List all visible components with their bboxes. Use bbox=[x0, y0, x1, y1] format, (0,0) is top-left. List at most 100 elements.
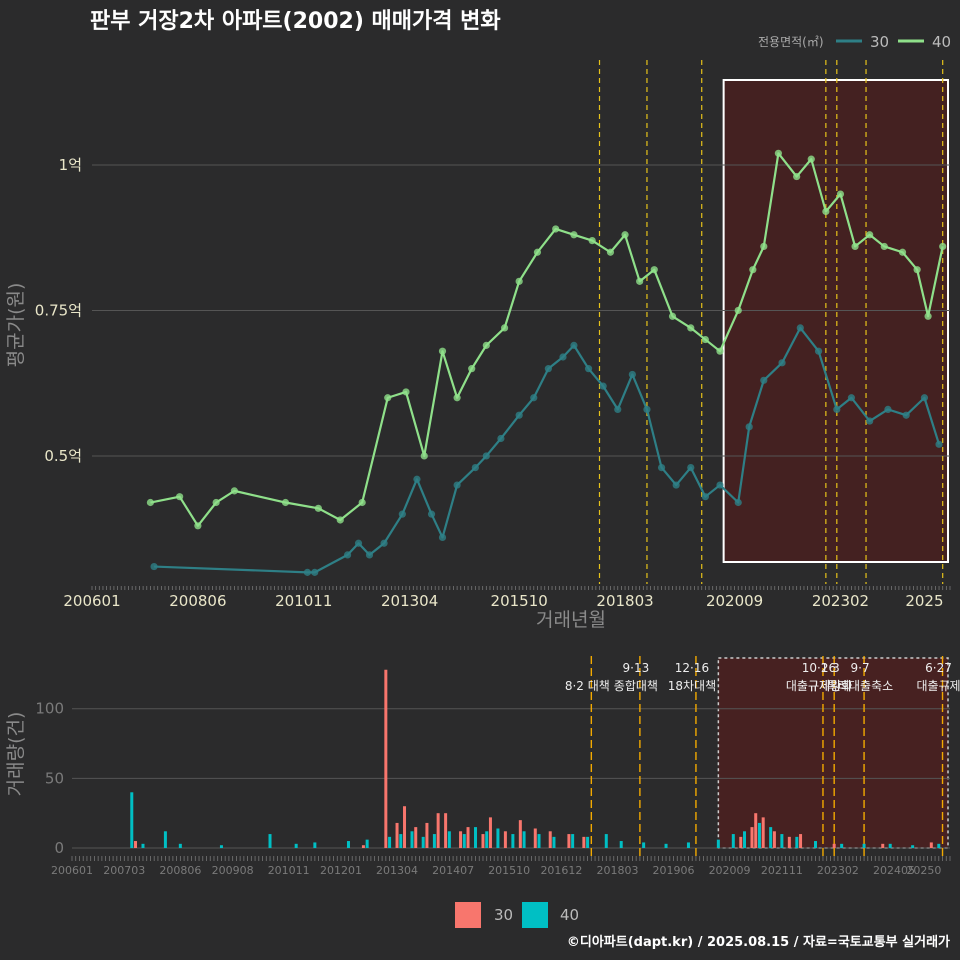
price-chart: 0.5억 0.75억 1억 200601 200806 201011 201304 20151… bbox=[5, 60, 951, 631]
y-axis-title: 평균가(원) bbox=[5, 283, 27, 368]
data-point-30 bbox=[559, 353, 567, 361]
legend-label-40: 40 bbox=[932, 33, 951, 51]
bar-legend-label-40: 40 bbox=[560, 906, 579, 924]
data-point-40 bbox=[606, 248, 615, 256]
volume-bar-40 bbox=[294, 843, 298, 848]
data-point-30 bbox=[438, 533, 447, 542]
bar-legend-label-30: 30 bbox=[494, 906, 513, 924]
volume-bar-40 bbox=[141, 843, 145, 848]
volume-bar-30 bbox=[436, 813, 440, 848]
volume-bar-40 bbox=[664, 843, 668, 848]
volume-bar-30 bbox=[582, 836, 586, 848]
data-point-40 bbox=[420, 452, 428, 460]
volume-bar-30 bbox=[787, 836, 791, 848]
data-point-30 bbox=[482, 452, 490, 460]
volume-y-tick-label: 0 bbox=[54, 839, 64, 857]
volume-x-tick-label: 201510 bbox=[488, 864, 530, 877]
data-point-30 bbox=[701, 493, 709, 501]
volume-bar-40 bbox=[604, 834, 608, 848]
volume-bar-40 bbox=[888, 843, 892, 848]
x-tick-label: 200601 bbox=[63, 592, 120, 610]
bar-legend-swatch-40 bbox=[522, 902, 548, 928]
volume-x-tick-label: 202111 bbox=[761, 864, 803, 877]
data-point-30 bbox=[734, 498, 742, 507]
volume-x-tick-label: 200806 bbox=[159, 864, 201, 877]
bar-legend-swatch-30 bbox=[455, 902, 481, 928]
data-point-30 bbox=[796, 324, 804, 332]
volume-bar-30 bbox=[739, 836, 743, 848]
x-tick-label: 201510 bbox=[491, 592, 548, 610]
volume-y-axis-title: 거래량(건) bbox=[5, 712, 27, 797]
data-point-30 bbox=[614, 405, 622, 413]
volume-bar-40 bbox=[462, 834, 466, 848]
data-point-30 bbox=[398, 510, 406, 518]
volume-bar-40 bbox=[795, 836, 799, 848]
data-point-40 bbox=[822, 207, 830, 216]
data-point-40 bbox=[924, 312, 932, 320]
data-point-30 bbox=[745, 423, 753, 431]
data-point-30 bbox=[687, 463, 695, 472]
volume-bar-40 bbox=[268, 834, 272, 848]
volume-x-tick-label: 201906 bbox=[653, 864, 695, 877]
data-point-40 bbox=[650, 266, 658, 274]
volume-bar-30 bbox=[488, 817, 492, 848]
policy-name-label: 8·2 대책 bbox=[565, 678, 610, 693]
legend-title: 전용면적(㎡) bbox=[758, 35, 824, 49]
data-point-30 bbox=[343, 551, 352, 559]
volume-bar-40 bbox=[537, 834, 541, 848]
policy-name-label: 종합대책 bbox=[614, 678, 658, 693]
volume-bar-40 bbox=[937, 843, 941, 848]
volume-bar-30 bbox=[799, 834, 803, 848]
data-point-30 bbox=[530, 394, 538, 402]
data-point-30 bbox=[354, 539, 363, 547]
volume-x-tick-label: 200908 bbox=[212, 864, 254, 877]
data-point-40 bbox=[793, 172, 801, 181]
x-tick-label: 201304 bbox=[381, 592, 438, 610]
volume-bar-40 bbox=[911, 845, 915, 848]
data-point-40 bbox=[749, 266, 757, 274]
volume-bar-40 bbox=[388, 836, 392, 848]
volume-bar-40 bbox=[365, 839, 369, 848]
volume-x-tick-label: 200703 bbox=[103, 864, 145, 877]
data-point-40 bbox=[146, 498, 155, 507]
data-point-30 bbox=[150, 562, 158, 571]
data-point-30 bbox=[413, 475, 421, 483]
data-point-40 bbox=[194, 522, 202, 530]
data-point-30 bbox=[570, 341, 578, 349]
data-point-40 bbox=[500, 324, 509, 332]
data-point-40 bbox=[588, 237, 596, 245]
volume-bar-30 bbox=[503, 831, 507, 848]
volume-bar-40 bbox=[769, 827, 773, 848]
policy-date-label: 1·3 bbox=[821, 661, 840, 675]
data-point-40 bbox=[836, 190, 845, 198]
data-point-40 bbox=[807, 155, 815, 163]
volume-y-tick-label: 100 bbox=[35, 700, 64, 718]
data-point-40 bbox=[230, 487, 238, 495]
data-point-40 bbox=[621, 231, 629, 239]
volume-bar-30 bbox=[384, 669, 388, 848]
data-point-40 bbox=[552, 225, 560, 233]
y-tick-label: 0.5억 bbox=[44, 447, 82, 465]
policy-date-label: 10·26 bbox=[802, 661, 836, 675]
data-point-40 bbox=[866, 231, 874, 239]
volume-bar-40 bbox=[474, 827, 478, 848]
policy-date-label: 9·7 bbox=[851, 661, 870, 675]
data-point-40 bbox=[898, 248, 907, 256]
data-point-30 bbox=[760, 376, 768, 384]
data-point-30 bbox=[365, 551, 374, 559]
footer-credit: ©디아파트(dapt.kr) / 2025.08.15 / 자료=국토교통부 실… bbox=[567, 934, 950, 950]
data-point-30 bbox=[814, 347, 823, 355]
data-point-30 bbox=[311, 568, 319, 576]
volume-bar-40 bbox=[447, 831, 451, 848]
volume-bar-30 bbox=[548, 831, 552, 848]
volume-bar-30 bbox=[395, 822, 399, 848]
data-point-40 bbox=[336, 516, 344, 524]
volume-x-tick-label: 201201 bbox=[320, 864, 362, 877]
volume-bar-30 bbox=[533, 828, 537, 848]
data-point-40 bbox=[212, 498, 220, 507]
data-point-30 bbox=[584, 365, 593, 373]
volume-bar-40 bbox=[219, 845, 223, 848]
data-point-40 bbox=[384, 394, 392, 402]
data-point-30 bbox=[716, 481, 724, 489]
